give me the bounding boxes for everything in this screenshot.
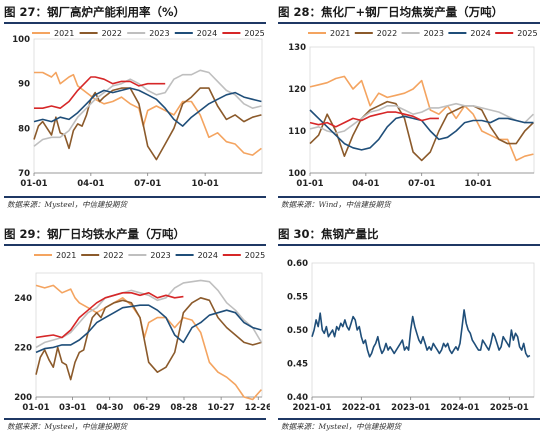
source-divider: [4, 196, 266, 198]
panel-blast-furnace-utilization: 图 27：钢厂高炉产能利用率（%） 70 80 90 100 01-01 04-01 07-…: [4, 0, 270, 216]
y-tick-label: 130: [288, 43, 306, 53]
x-tick-label: 12-26: [245, 403, 270, 413]
chart-title: 图 29：钢厂日均铁水产量（万吨）: [4, 227, 186, 241]
y-tick-label: 0.40: [287, 393, 308, 403]
legend-label: 2023: [424, 29, 444, 38]
title-divider: [278, 244, 540, 246]
series-line-2025: [34, 76, 166, 109]
x-tick-label: 01-01: [296, 179, 323, 189]
series-line-2025: [35, 292, 184, 339]
title-divider: [4, 22, 266, 24]
y-tick-label: 0.60: [287, 259, 308, 269]
y-tick-label: 80: [18, 124, 30, 134]
source-note: 数据来源：Mysteel，中信建投期货: [7, 422, 128, 431]
series-line-2024: [35, 304, 262, 354]
legend-label: 2023: [150, 251, 170, 260]
chart-title: 图 27：钢厂高炉产能利用率（%）: [4, 5, 186, 19]
x-tick-label: 2023-01: [391, 403, 430, 413]
x-tick-label: 10-27: [208, 403, 235, 413]
chart-title: 图 30：焦钢产量比: [278, 227, 379, 241]
series-line-2025: [309, 111, 439, 128]
series-line-ratio: [311, 309, 531, 358]
x-tick-label: 2024-01: [440, 403, 479, 413]
y-tick-label: 100: [12, 35, 30, 45]
y-tick-label: 240: [14, 294, 32, 304]
y-tick-label: 200: [14, 393, 32, 403]
legend-label: 2025: [517, 29, 537, 38]
source-note: 数据来源：Wind，中信建投期货: [281, 200, 391, 209]
chart-coke-output: 100 110 120 130 01-01 04-01 07-01 10-01 2021 2022…: [288, 29, 537, 189]
legend-label: 2021: [54, 29, 74, 38]
title-divider: [4, 244, 266, 246]
y-tick-label: 220: [14, 343, 32, 353]
x-tick-label: 04-30: [96, 403, 123, 413]
y-tick-label: 100: [288, 169, 306, 179]
y-tick-label: 0.45: [287, 360, 308, 370]
x-tick-label: 08-28: [170, 403, 197, 413]
series-line-2023: [309, 102, 534, 134]
x-tick-label: 01-01: [20, 179, 47, 189]
panel-hot-metal-output: 图 29：钢厂日均铁水产量（万吨） 200 220 240 01-01 03-01 04-…: [4, 222, 270, 438]
y-tick-label: 90: [18, 80, 30, 90]
plot-area: [33, 38, 263, 174]
series-line-2021: [309, 75, 534, 162]
chart-coke-steel-ratio: 0.40 0.45 0.50 0.55 0.60 2021-01 2022-01 2023-0…: [287, 259, 535, 413]
series-line-2024: [33, 87, 262, 127]
title-divider: [278, 22, 540, 24]
legend-label: 2023: [149, 29, 169, 38]
legend-label: 2024: [198, 251, 218, 260]
y-tick-label: 110: [288, 127, 306, 137]
x-tick-label: 10-01: [465, 179, 492, 189]
y-tick-label: 0.50: [287, 326, 308, 336]
legend-label: 2022: [102, 29, 122, 38]
x-tick-label: 10-01: [192, 179, 219, 189]
legend-label: 2022: [103, 251, 123, 260]
x-tick-label: 04-01: [352, 179, 379, 189]
source-note: 数据来源：Mysteel，中信建投期货: [281, 422, 402, 431]
x-tick-label: 06-29: [133, 403, 160, 413]
series-line-2023: [33, 69, 262, 147]
y-tick-label: 0.55: [287, 293, 308, 303]
legend-label: 2022: [377, 29, 397, 38]
series-line-2023: [35, 279, 263, 349]
legend-label: 2021: [56, 251, 76, 260]
x-tick-label: 2022-01: [342, 403, 381, 413]
y-tick-label: 120: [288, 85, 306, 95]
chart-hot-metal-output: 200 220 240 01-01 03-01 04-30 06-29 08-28 10-27 1…: [14, 251, 270, 413]
series-line-2024: [309, 109, 534, 151]
x-tick-label: 07-01: [408, 179, 435, 189]
legend-label: 2024: [470, 29, 490, 38]
source-divider: [278, 418, 540, 420]
legend-label: 2021: [330, 29, 350, 38]
legend-label: 2024: [197, 29, 217, 38]
panel-coke-steel-ratio: 图 30：焦钢产量比 0.40 0.45 0.50 0.55 0.60 2021-01 20…: [278, 222, 544, 438]
source-divider: [278, 196, 540, 198]
x-tick-label: 04-01: [77, 179, 104, 189]
series-line-2022: [33, 87, 262, 161]
chart-title: 图 28：焦化厂+钢厂日均焦炭产量（万吨）: [278, 5, 504, 19]
panel-coke-output: 图 28：焦化厂+钢厂日均焦炭产量（万吨） 100 110 120 130 01-01 0…: [278, 0, 544, 216]
source-divider: [4, 418, 266, 420]
x-tick-label: 01-01: [22, 403, 49, 413]
x-tick-label: 03-01: [59, 403, 86, 413]
x-tick-label: 2025-01: [490, 403, 529, 413]
y-tick-label: 70: [18, 169, 30, 179]
x-tick-label: 2021-01: [292, 403, 331, 413]
legend-label: 2025: [245, 251, 265, 260]
plot-area: [311, 262, 535, 398]
chart-blast-furnace-utilization: 70 80 90 100 01-01 04-01 07-01 10-01 2021 2022 202…: [12, 29, 265, 189]
x-tick-label: 07-01: [134, 179, 161, 189]
legend-label: 2025: [244, 29, 264, 38]
series-line-2022: [35, 297, 262, 381]
source-note: 数据来源：Mysteel，中信建投期货: [7, 200, 128, 209]
series-line-2022: [309, 100, 534, 162]
